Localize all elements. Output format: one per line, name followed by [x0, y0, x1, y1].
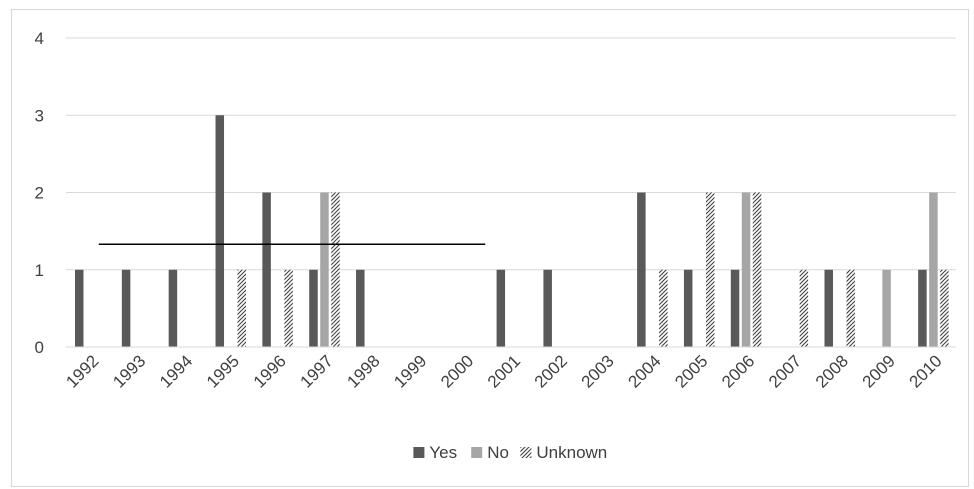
- bar-unknown-1995: [237, 269, 247, 347]
- legend-label-no: No: [487, 443, 509, 462]
- x-tick-label: 2007: [765, 351, 805, 391]
- bar-yes-1992: [75, 269, 84, 347]
- x-tick-label: 1995: [203, 351, 243, 391]
- bar-no-2006: [741, 192, 751, 347]
- bar-yes-2006: [730, 269, 740, 347]
- bar-yes-2010: [918, 269, 927, 347]
- bar-yes-1995: [215, 115, 225, 347]
- y-tick-label: 3: [35, 106, 44, 125]
- x-tick-label: 2009: [859, 351, 899, 391]
- x-tick-label: 1994: [156, 351, 196, 391]
- bar-yes-2001: [496, 269, 506, 347]
- bar-unknown-2004: [659, 269, 668, 347]
- bar-unknown-2008: [846, 269, 855, 347]
- chart-frame: [11, 9, 969, 487]
- bar-yes-1996: [262, 192, 271, 347]
- bar-no-2009: [882, 269, 891, 347]
- bar-no-1997: [320, 192, 329, 347]
- bar-yes-1993: [121, 269, 131, 347]
- bar-unknown-1996: [284, 269, 293, 347]
- legend-swatch-unknown: [520, 447, 532, 458]
- x-tick-label: 2005: [671, 351, 711, 391]
- x-tick-label: 2004: [624, 351, 664, 391]
- x-tick-label: 2002: [531, 351, 571, 391]
- bar-yes-2002: [543, 269, 552, 347]
- legend-label-yes: Yes: [429, 443, 457, 462]
- x-tick-label: 2001: [484, 351, 524, 391]
- bar-unknown-2010: [940, 269, 949, 347]
- x-tick-label: 2010: [906, 351, 946, 391]
- bar-unknown-2007: [799, 269, 809, 347]
- bar-yes-1994: [168, 269, 178, 347]
- x-tick-label: 1996: [250, 351, 290, 391]
- x-tick-label: 1997: [297, 351, 337, 391]
- bar-yes-1997: [309, 269, 318, 347]
- x-tick-label: 1992: [62, 351, 102, 391]
- x-tick-label: 2000: [437, 351, 477, 391]
- legend: Yes No Unknown: [413, 443, 607, 462]
- x-tick-label: 1993: [109, 351, 149, 391]
- x-tick-label: 2006: [718, 351, 758, 391]
- y-tick-label: 4: [35, 29, 44, 48]
- bar-unknown-2006: [752, 192, 762, 347]
- bar-no-2010: [929, 192, 938, 347]
- legend-label-unknown: Unknown: [536, 443, 607, 462]
- bar-unknown-2005: [705, 192, 715, 347]
- bar-yes-2008: [824, 269, 833, 347]
- legend-swatch-no: [471, 447, 483, 458]
- x-tick-label: 1998: [343, 351, 383, 391]
- legend-swatch-yes: [413, 447, 425, 458]
- y-tick-label: 2: [35, 184, 44, 203]
- x-tick-label: 1999: [390, 351, 430, 391]
- bar-yes-2004: [637, 192, 646, 347]
- bar-unknown-1997: [331, 192, 340, 347]
- bar-yes-1998: [356, 269, 365, 347]
- y-tick-label: 0: [35, 338, 44, 357]
- x-tick-label: 2008: [812, 351, 852, 391]
- y-tick-label: 1: [35, 261, 44, 280]
- x-tick-label: 2003: [578, 351, 618, 391]
- bar-yes-2005: [683, 269, 693, 347]
